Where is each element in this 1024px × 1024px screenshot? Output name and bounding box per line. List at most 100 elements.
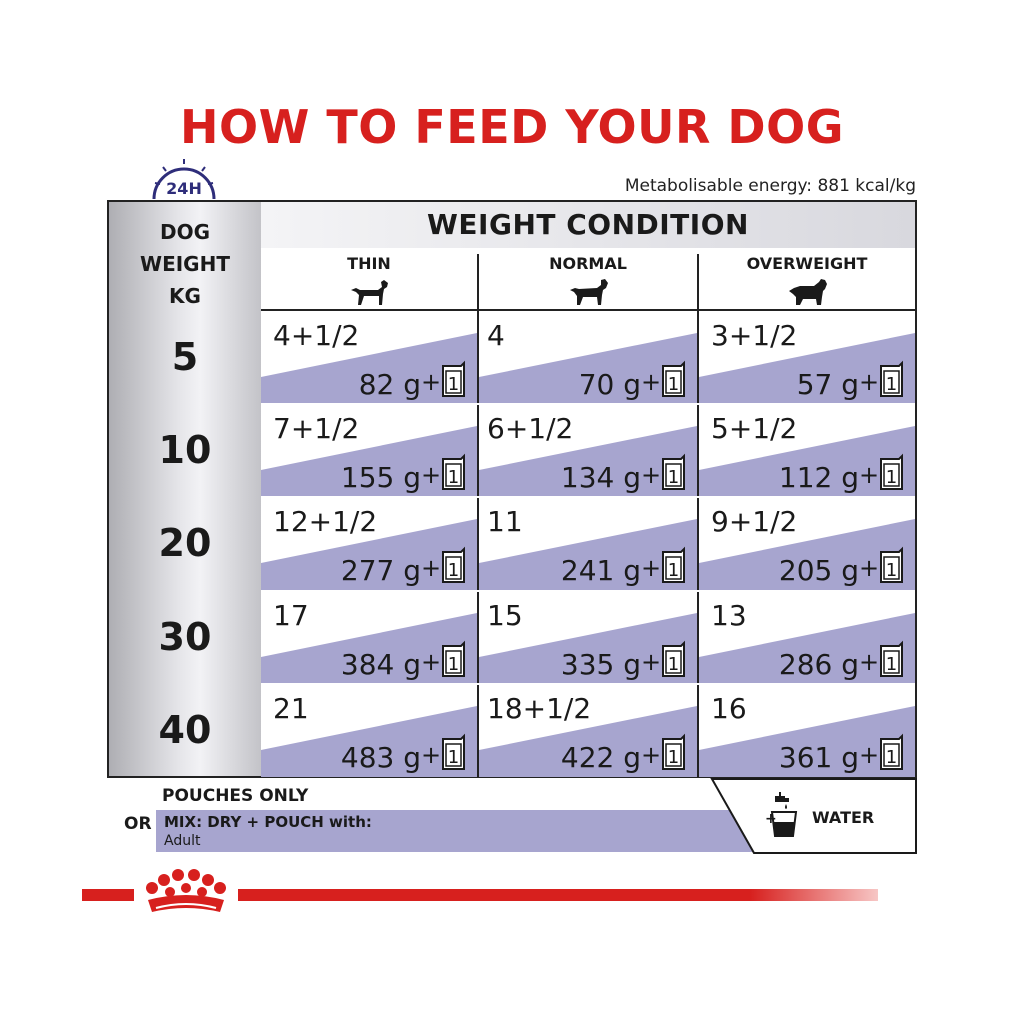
plus-sign: + xyxy=(641,461,661,489)
pouch-icon: +1 xyxy=(421,453,465,491)
feeding-cell: 5+1/2 112 g +1 xyxy=(699,404,915,498)
water-box: + xyxy=(710,778,917,854)
dog-weight-header-line: KG xyxy=(169,284,201,308)
weight-value: 30 xyxy=(158,614,212,659)
cell-band xyxy=(699,519,915,591)
gram-amount: 155 g xyxy=(340,461,421,495)
feeding-cell: 12+1/2 277 g +1 xyxy=(261,497,477,591)
plus-sign: + xyxy=(641,648,661,676)
feeding-cell: 9+1/2 205 g +1 xyxy=(699,497,915,591)
pouch-amount: 3+1/2 xyxy=(711,319,798,352)
pouch-icon: +1 xyxy=(641,640,685,677)
cell-band xyxy=(479,612,697,684)
pouch-amount: 18+1/2 xyxy=(487,691,592,725)
pouch-count: 1 xyxy=(448,374,459,395)
pouch-icon: +1 xyxy=(859,733,903,770)
pouch-icon: +1 xyxy=(421,640,465,677)
cell-band xyxy=(261,705,477,777)
column-header-overweight: OVERWEIGHT xyxy=(699,248,915,310)
clock-label: 24H xyxy=(166,179,202,198)
pouch-count: 1 xyxy=(668,747,679,768)
plus-sign: + xyxy=(421,648,441,676)
pouch-count: 1 xyxy=(886,747,897,768)
pouch-count: 1 xyxy=(448,467,459,488)
gram-amount: 384 g xyxy=(340,647,421,681)
plus-sign: + xyxy=(421,461,441,489)
pouch-icon: +1 xyxy=(421,546,465,584)
pouch-count: 1 xyxy=(886,467,897,488)
plus-sign: + xyxy=(641,741,661,769)
row-divider xyxy=(261,496,915,499)
pouch-amount: 15 xyxy=(487,598,523,632)
feeding-cell: 21 483 g +1 xyxy=(261,684,477,777)
weight-condition-header: WEIGHT CONDITION xyxy=(427,208,749,241)
row-divider xyxy=(261,403,915,406)
pouch-icon: +1 xyxy=(859,453,903,491)
plus-sign: + xyxy=(859,741,879,769)
feeding-cell: 11 241 g +1 xyxy=(479,497,697,591)
header-band xyxy=(261,202,915,248)
page-title: HOW TO FEED YOUR DOG xyxy=(180,100,844,154)
gram-amount: 82 g xyxy=(358,368,421,401)
plus-sign: + xyxy=(641,554,661,582)
pouch-amount: 17 xyxy=(273,598,309,632)
dog-normal-icon xyxy=(570,279,608,305)
plus-sign: + xyxy=(641,368,661,396)
pouch-amount: 12+1/2 xyxy=(273,505,378,539)
gram-amount: 205 g xyxy=(778,554,859,588)
cell-band xyxy=(261,612,477,684)
energy-note: Metabolisable energy: 881 kcal/kg xyxy=(624,176,916,196)
cell-band xyxy=(479,519,697,591)
cell-band xyxy=(261,426,477,498)
column-divider xyxy=(477,254,479,776)
pouch-amount: 11 xyxy=(487,505,523,539)
feeding-cell: 18+1/2 422 g +1 xyxy=(479,684,697,777)
column-divider xyxy=(697,254,699,776)
clock-icon: 24H xyxy=(152,159,216,200)
brand-line-left xyxy=(82,889,134,901)
pouch-amount: 4+1/2 xyxy=(273,319,360,352)
cell-band xyxy=(699,426,915,498)
weight-column xyxy=(109,202,261,776)
pouch-amount: 13 xyxy=(711,598,747,632)
gram-amount: 57 g xyxy=(796,368,859,401)
brand-line-right xyxy=(238,889,878,901)
plus-sign: + xyxy=(421,368,441,396)
feeding-cell: 4 70 g +1 xyxy=(479,311,697,404)
pouch-amount: 16 xyxy=(711,691,747,725)
cell-band xyxy=(699,705,915,777)
pouch-icon: +1 xyxy=(641,360,685,397)
water-tap-icon xyxy=(770,792,798,837)
plus-sign: + xyxy=(421,554,441,582)
cell-band xyxy=(699,333,915,404)
gram-amount: 361 g xyxy=(778,740,859,774)
gram-amount: 335 g xyxy=(560,647,641,681)
water-label: WATER xyxy=(812,808,875,827)
feeding-cell: 6+1/2 134 g +1 xyxy=(479,404,697,498)
gram-amount: 70 g xyxy=(578,368,641,401)
dog-overweight-icon xyxy=(789,279,827,305)
cell-band xyxy=(479,705,697,777)
column-header-normal: NORMAL xyxy=(479,248,697,310)
pouch-count: 1 xyxy=(886,654,897,675)
row-divider xyxy=(261,682,915,685)
pouch-amount: 5+1/2 xyxy=(711,412,798,446)
plus-sign: + xyxy=(859,554,879,582)
pouch-icon: +1 xyxy=(859,546,903,584)
feeding-cell: 13 286 g +1 xyxy=(699,591,915,684)
pouch-count: 1 xyxy=(448,654,459,675)
pouch-amount: 7+1/2 xyxy=(273,412,360,446)
pouch-icon: +1 xyxy=(421,733,465,770)
pouch-amount: 9+1/2 xyxy=(711,505,798,539)
header-divider xyxy=(261,309,915,311)
pouch-icon: +1 xyxy=(641,733,685,770)
gram-amount: 286 g xyxy=(778,647,859,681)
dog-weight-header-line: WEIGHT xyxy=(140,252,230,276)
pouch-count: 1 xyxy=(886,560,897,581)
dog-thin-icon xyxy=(351,280,388,305)
pouches-only-label: POUCHES ONLY xyxy=(162,786,309,806)
dog-weight-header-line: DOG xyxy=(159,220,211,244)
or-label: OR xyxy=(124,814,152,834)
cell-band xyxy=(261,519,477,591)
pouch-count: 1 xyxy=(668,467,679,488)
